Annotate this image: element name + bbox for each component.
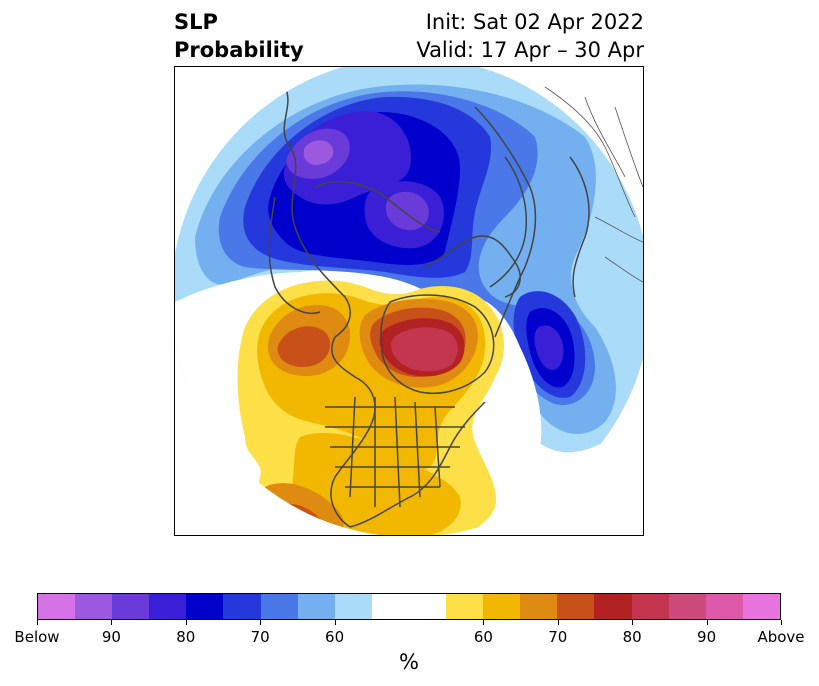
colorbar-segment <box>483 594 521 619</box>
colorbar-tick-label: Above <box>757 628 805 646</box>
colorbar-unit-label: % <box>399 650 419 674</box>
colorbar-tick-mark <box>185 620 187 625</box>
colorbar-tick-mark <box>781 620 782 625</box>
colorbar-tick-mark <box>706 620 708 625</box>
colorbar-segment <box>260 594 298 619</box>
colorbar-tick-label: 80 <box>176 628 196 646</box>
init-date: Init: Sat 02 Apr 2022 <box>425 10 644 34</box>
colorbar-tick-label: 90 <box>101 628 121 646</box>
colorbar-segment <box>631 594 669 619</box>
colorbar-segment <box>371 594 409 619</box>
date-info: Init: Sat 02 Apr 2022 Valid: 17 Apr – 30… <box>416 8 644 64</box>
colorbar-tick-label: Below <box>14 628 60 646</box>
country-borders <box>544 86 643 283</box>
colorbar-tick-label: 70 <box>548 628 568 646</box>
colorbar-segment <box>705 594 743 619</box>
colorbar-segment <box>38 594 76 619</box>
colorbar-segment <box>446 594 484 619</box>
title-line-1: SLP <box>174 10 218 34</box>
colorbar-tick-label: 60 <box>473 628 493 646</box>
colorbar-segment <box>112 594 150 619</box>
colorbar-tick-mark <box>37 620 38 625</box>
colorbar-tick-label: 70 <box>250 628 270 646</box>
colorbar-tick-label: 90 <box>697 628 717 646</box>
colorbar-segment <box>186 594 224 619</box>
colorbar-tick-label: 80 <box>622 628 642 646</box>
colorbar-tick-mark <box>557 620 559 625</box>
colorbar-segment <box>75 594 113 619</box>
colorbar-segment <box>668 594 706 619</box>
colorbar-tick-mark <box>483 620 485 625</box>
probability-map <box>174 66 644 536</box>
colorbar-segment <box>594 594 632 619</box>
colorbar-segment <box>520 594 558 619</box>
colorbar-segment <box>149 594 187 619</box>
map-graphic <box>175 67 643 535</box>
colorbar-segment <box>223 594 261 619</box>
colorbar-segment <box>742 594 780 619</box>
colorbar-tick-label: 60 <box>325 628 345 646</box>
colorbar-segment <box>297 594 335 619</box>
colorbar-segment <box>557 594 595 619</box>
valid-date-range: Valid: 17 Apr – 30 Apr <box>416 38 644 62</box>
map-title: SLP Probability <box>174 8 304 64</box>
colorbar-tick-mark <box>632 620 634 625</box>
title-line-2: Probability <box>174 38 304 62</box>
colorbar-segment <box>408 594 447 619</box>
colorbar-tick-mark <box>334 620 336 625</box>
colorbar-tick-mark <box>111 620 113 625</box>
coastlines <box>268 86 590 528</box>
colorbar <box>37 593 781 620</box>
colorbar-segment <box>334 594 372 619</box>
colorbar-tick-mark <box>260 620 262 625</box>
probability-contours <box>175 67 643 535</box>
